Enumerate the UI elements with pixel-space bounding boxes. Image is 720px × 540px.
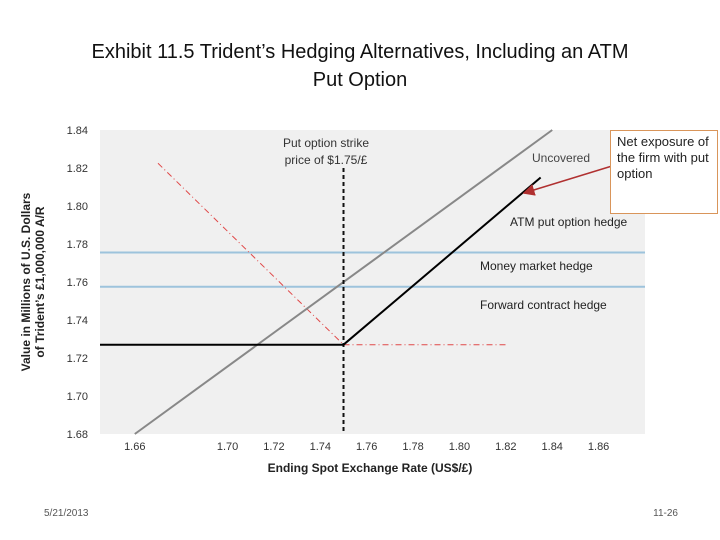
plot-area [100,130,645,434]
series-atm-put-option-hedge [100,176,542,346]
y-tick-label-6: 1.80 [67,201,88,213]
annotation-strike-line1: Put option strike [283,136,369,150]
y-tick-label-7: 1.82 [67,163,88,175]
annotation-atm-put-hedge: ATM put option hedge [510,215,628,229]
y-tick-label-3: 1.74 [67,315,88,327]
x-tick-label-5: 1.78 [402,441,423,453]
callout-arrow [522,165,613,196]
y-axis-label: Value in Millions of U.S. Dollarsof Trid… [19,192,47,371]
y-tick-label-0: 1.68 [67,429,88,441]
y-tick-label-8: 1.84 [67,125,88,137]
x-tick-label-6: 1.80 [449,441,470,453]
y-tick-label-4: 1.76 [67,277,88,289]
y-tick-label-1: 1.70 [67,391,88,403]
y-tick-label-5: 1.78 [67,239,88,251]
x-tick-label-0: 1.66 [124,441,145,453]
x-axis-label: Ending Spot Exchange Rate (US$/£) [268,461,473,475]
annotation-strike-line2: price of $1.75/£ [285,153,368,167]
x-tick-label-8: 1.84 [542,441,563,453]
y-axis-label-line2: of Trident’s £1,000,000 A/R [33,206,47,358]
x-tick-label-2: 1.72 [263,441,284,453]
x-tick-label-7: 1.82 [495,441,516,453]
annotation-forward-contract-hedge: Forward contract hedge [480,298,607,312]
guide-diagonal [157,162,344,346]
annotation-uncovered: Uncovered [532,151,590,165]
y-tick-label-2: 1.72 [67,353,88,365]
slide-title: Exhibit 11.5 Trident’s Hedging Alternati… [40,38,680,94]
slide-title-line2: Put Option [312,69,408,91]
y-axis-label-line1: Value in Millions of U.S. Dollars [19,192,33,371]
annotation-money-market-hedge: Money market hedge [480,259,593,273]
footer-slide-number: 11-26 [653,508,678,519]
slide-title-line1: Exhibit 11.5 Trident’s Hedging Alternati… [91,41,629,63]
x-tick-label-3: 1.74 [310,441,331,453]
footer-date: 5/21/2013 [44,508,89,519]
x-tick-label-1: 1.70 [217,441,238,453]
x-tick-label-9: 1.86 [588,441,609,453]
net-exposure-callout: Net exposure of the firm with put option [610,130,718,214]
x-tick-label-4: 1.76 [356,441,377,453]
